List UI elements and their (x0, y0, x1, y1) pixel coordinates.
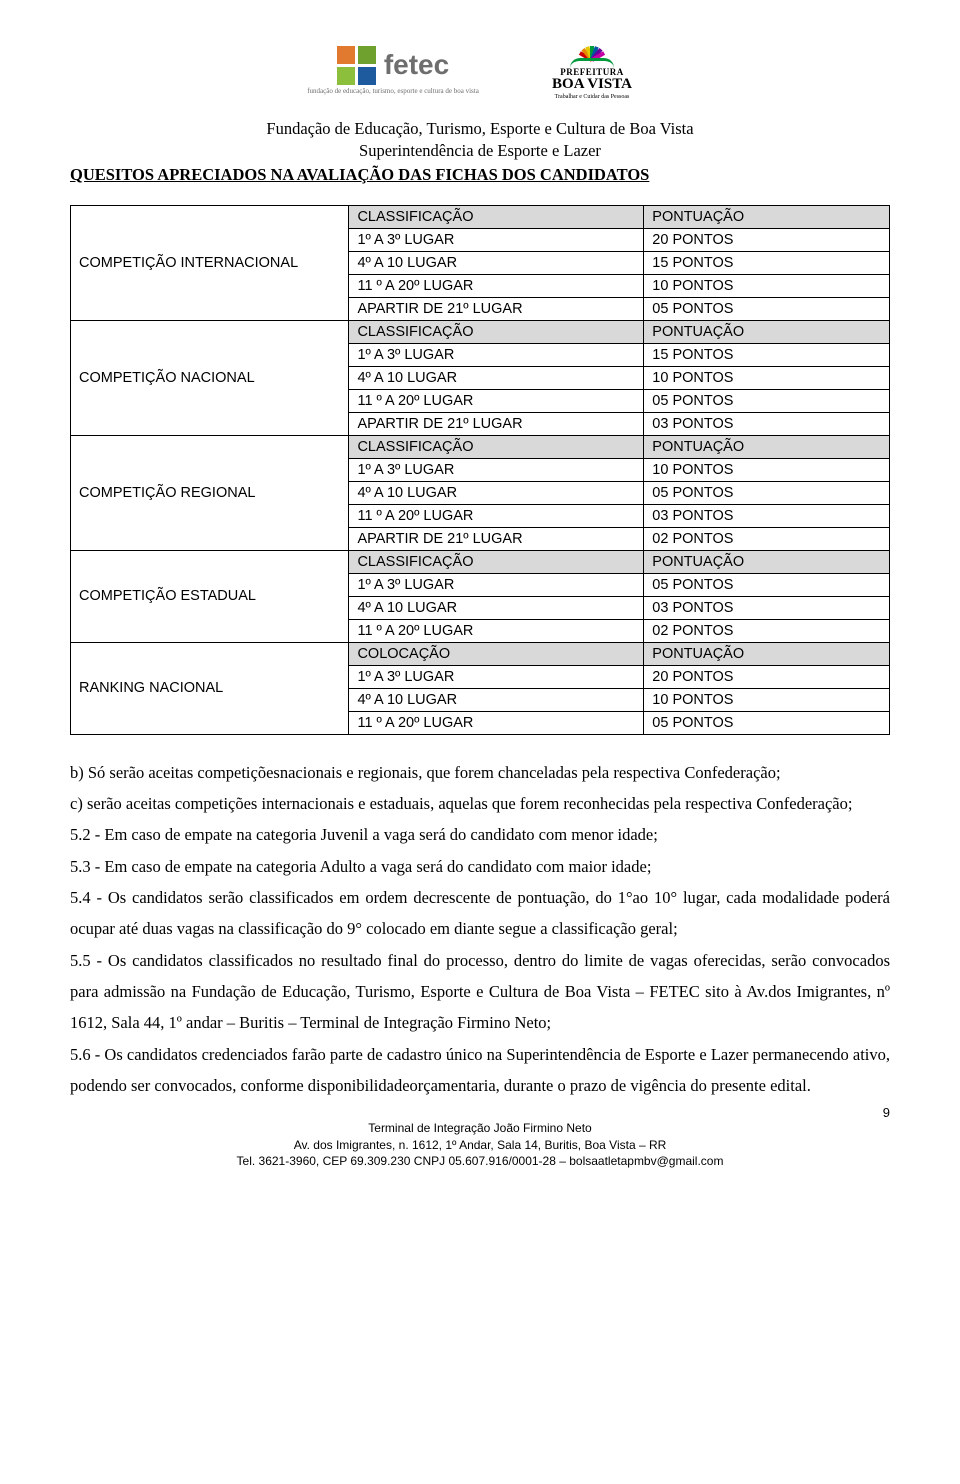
pref-city: BOA VISTA (552, 77, 632, 92)
prefeitura-rays-icon (570, 40, 614, 60)
col-head-pontuacao: PONTUAÇÃO (644, 205, 890, 228)
classificacao-cell: APARTIR DE 21º LUGAR (349, 412, 644, 435)
col-head-classificacao: CLASSIFICAÇÃO (349, 550, 644, 573)
prefeitura-sun-icon (570, 40, 614, 68)
classificacao-cell: 4º A 10 LUGAR (349, 688, 644, 711)
classificacao-cell: 11 º A 20º LUGAR (349, 619, 644, 642)
category-cell: COMPETIÇÃO ESTADUAL (71, 550, 349, 642)
pontuacao-cell: 05 PONTOS (644, 297, 890, 320)
page: fetec fundação de educação, turismo, esp… (0, 0, 960, 1484)
footer: Terminal de Integração João Firmino Neto… (70, 1120, 890, 1169)
body-p1: b) Só serão aceitas competiçõesnacionais… (70, 757, 890, 788)
criteria-table: COMPETIÇÃO INTERNACIONALCLASSIFICAÇÃOPON… (70, 205, 890, 735)
pontuacao-cell: 20 PONTOS (644, 228, 890, 251)
pontuacao-cell: 10 PONTOS (644, 458, 890, 481)
footer-line3: Tel. 3621-3960, CEP 69.309.230 CNPJ 05.6… (70, 1153, 890, 1169)
pontuacao-cell: 03 PONTOS (644, 412, 890, 435)
col-head-classificacao: CLASSIFICAÇÃO (349, 320, 644, 343)
footer-line1: Terminal de Integração João Firmino Neto (70, 1120, 890, 1136)
classificacao-cell: 4º A 10 LUGAR (349, 481, 644, 504)
footer-line2: Av. dos Imigrantes, n. 1612, 1º Andar, S… (70, 1137, 890, 1153)
pontuacao-cell: 03 PONTOS (644, 504, 890, 527)
pontuacao-cell: 05 PONTOS (644, 711, 890, 734)
pontuacao-cell: 03 PONTOS (644, 596, 890, 619)
pontuacao-cell: 05 PONTOS (644, 481, 890, 504)
body-p5: 5.4 - Os candidatos serão classificados … (70, 882, 890, 945)
classificacao-cell: 1º A 3º LUGAR (349, 458, 644, 481)
pontuacao-cell: 15 PONTOS (644, 343, 890, 366)
header-line2: Superintendência de Esporte e Lazer (70, 140, 890, 162)
col-head-pontuacao: PONTUAÇÃO (644, 642, 890, 665)
pontuacao-cell: 05 PONTOS (644, 389, 890, 412)
fetec-squares-icon (337, 46, 376, 85)
col-head-classificacao: CLASSIFICAÇÃO (349, 205, 644, 228)
classificacao-cell: APARTIR DE 21º LUGAR (349, 297, 644, 320)
body-p3: 5.2 - Em caso de empate na categoria Juv… (70, 819, 890, 850)
pontuacao-cell: 15 PONTOS (644, 251, 890, 274)
classificacao-cell: APARTIR DE 21º LUGAR (349, 527, 644, 550)
pontuacao-cell: 20 PONTOS (644, 665, 890, 688)
classificacao-cell: 11 º A 20º LUGAR (349, 711, 644, 734)
pref-slogan: Trabalhar e Cuidar das Pessoas (552, 94, 632, 100)
col-head-classificacao: COLOCAÇÃO (349, 642, 644, 665)
classificacao-cell: 1º A 3º LUGAR (349, 665, 644, 688)
pontuacao-cell: 10 PONTOS (644, 688, 890, 711)
fetec-logo: fetec fundação de educação, turismo, esp… (293, 28, 493, 112)
classificacao-cell: 4º A 10 LUGAR (349, 596, 644, 619)
fetec-name: fetec (384, 51, 449, 79)
prefeitura-logo: PREFEITURA BOA VISTA Trabalhar e Cuidar … (517, 28, 667, 112)
col-head-classificacao: CLASSIFICAÇÃO (349, 435, 644, 458)
header-line1: Fundação de Educação, Turismo, Esporte e… (70, 118, 890, 140)
body-p6: 5.5 - Os candidatos classificados no res… (70, 945, 890, 1039)
prefeitura-arc-icon (570, 58, 614, 68)
classificacao-cell: 1º A 3º LUGAR (349, 573, 644, 596)
pontuacao-cell: 10 PONTOS (644, 274, 890, 297)
col-head-pontuacao: PONTUAÇÃO (644, 435, 890, 458)
pontuacao-cell: 02 PONTOS (644, 527, 890, 550)
body-p7: 5.6 - Os candidatos credenciados farão p… (70, 1039, 890, 1102)
pontuacao-cell: 05 PONTOS (644, 573, 890, 596)
category-cell: RANKING NACIONAL (71, 642, 349, 734)
body-p2: c) serão aceitas competições internacion… (70, 788, 890, 819)
logos-row: fetec fundação de educação, turismo, esp… (70, 28, 890, 112)
pontuacao-cell: 10 PONTOS (644, 366, 890, 389)
category-cell: COMPETIÇÃO NACIONAL (71, 320, 349, 435)
classificacao-cell: 1º A 3º LUGAR (349, 343, 644, 366)
col-head-pontuacao: PONTUAÇÃO (644, 550, 890, 573)
body-p4: 5.3 - Em caso de empate na categoria Adu… (70, 851, 890, 882)
category-cell: COMPETIÇÃO REGIONAL (71, 435, 349, 550)
classificacao-cell: 4º A 10 LUGAR (349, 366, 644, 389)
classificacao-cell: 11 º A 20º LUGAR (349, 274, 644, 297)
classificacao-cell: 11 º A 20º LUGAR (349, 389, 644, 412)
classificacao-cell: 11 º A 20º LUGAR (349, 504, 644, 527)
classificacao-cell: 1º A 3º LUGAR (349, 228, 644, 251)
classificacao-cell: 4º A 10 LUGAR (349, 251, 644, 274)
pontuacao-cell: 02 PONTOS (644, 619, 890, 642)
col-head-pontuacao: PONTUAÇÃO (644, 320, 890, 343)
body-text: b) Só serão aceitas competiçõesnacionais… (70, 757, 890, 1102)
fetec-subtitle: fundação de educação, turismo, esporte e… (307, 87, 479, 95)
section-title: QUESITOS APRECIADOS NA AVALIAÇÃO DAS FIC… (70, 165, 890, 185)
category-cell: COMPETIÇÃO INTERNACIONAL (71, 205, 349, 320)
page-number: 9 (70, 1105, 890, 1120)
